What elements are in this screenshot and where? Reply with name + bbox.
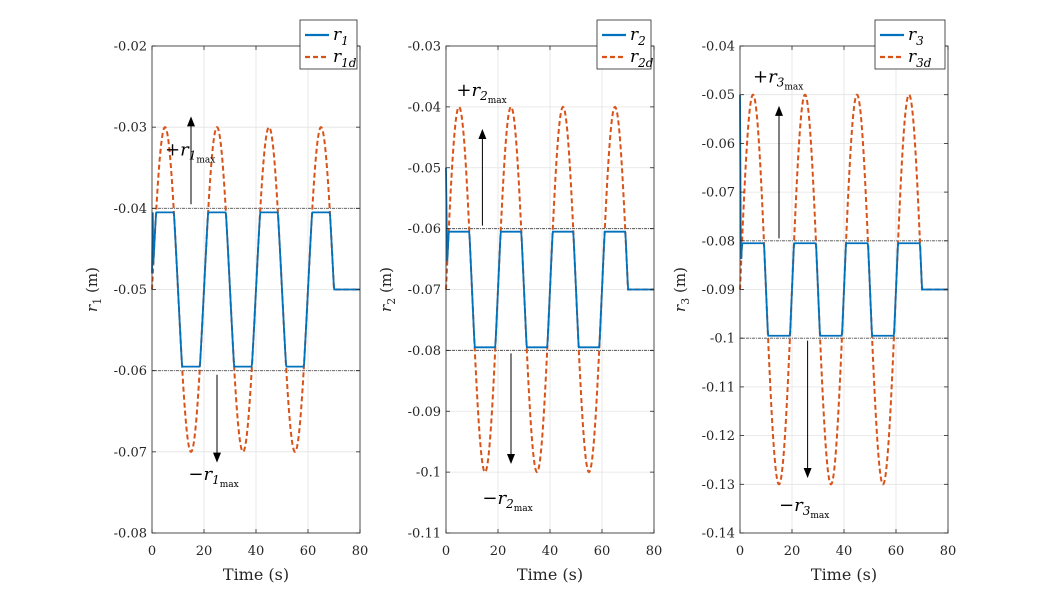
x-tick-label: 0	[442, 544, 450, 559]
series-r3-line	[739, 94, 948, 337]
x-tick-label: 60	[300, 544, 317, 559]
series-r2-line	[445, 167, 654, 349]
y-tick-label: -0.03	[408, 40, 441, 55]
y-tick-label: -0.06	[408, 222, 441, 237]
y-axis-label: r1 (m)	[83, 267, 104, 312]
subplot-3: 0 20 40 60 80 -0.14 -0.13 -0.12 -0.11 -0.1 -0.09 -0…	[671, 19, 957, 584]
x-tick-label: 20	[196, 544, 213, 559]
y-tick-label: -0.12	[702, 429, 735, 444]
x-axis-label: Time (s)	[223, 565, 289, 584]
y-tick-label: -0.03	[114, 121, 147, 136]
x-tick-label: 40	[836, 544, 853, 559]
x-tick-label: 40	[248, 544, 265, 559]
y-tick-label: -0.14	[702, 527, 735, 542]
y-tick-label: -0.07	[702, 186, 735, 201]
y-tick-label: -0.13	[702, 478, 735, 493]
subplot-1: 0 20 40 60 80 -0.08 -0.07 -0.06 -0.05 -0.04 -0.03 -…	[83, 19, 369, 584]
annotation-label: +r1max	[165, 140, 215, 166]
y-axis-label: r3 (m)	[671, 267, 692, 312]
y-tick-label: -0.06	[702, 137, 735, 152]
x-axis-label: Time (s)	[811, 565, 877, 584]
legend-label-r3: r3	[908, 25, 924, 48]
annotation-label: +r3max	[753, 67, 803, 93]
y-tick-label: -0.07	[114, 445, 147, 460]
y-tick-label: -0.05	[702, 88, 735, 103]
annotation-label: −r1max	[188, 464, 238, 490]
legend-label-r1d: r1d	[333, 47, 357, 70]
y-tick-label: -0.04	[114, 202, 147, 217]
legend-label-r2d: r2d	[630, 47, 654, 70]
x-tick-label: 80	[940, 544, 957, 559]
subplot-2: 0 20 40 60 80 -0.11 -0.1 -0.09 -0.08 -0.07 -0.06 -0…	[377, 19, 663, 584]
legend-label-r2: r2	[630, 25, 646, 48]
x-tick-label: 60	[594, 544, 611, 559]
annotation-label: −r3max	[779, 495, 829, 521]
legend-box	[596, 19, 652, 70]
y-tick-label: -0.08	[408, 344, 441, 359]
y-tick-label: -0.09	[408, 405, 441, 420]
y-tick-label: -0.08	[114, 527, 147, 542]
legend-box	[299, 19, 358, 70]
legend-box	[874, 19, 946, 70]
y-tick-label: -0.09	[702, 283, 735, 298]
x-tick-label: 0	[148, 544, 156, 559]
y-axis-label: r2 (m)	[377, 267, 398, 312]
y-tick-label: -0.11	[702, 380, 735, 395]
x-tick-label: 20	[784, 544, 801, 559]
x-tick-label: 80	[352, 544, 369, 559]
legend-label-r3d: r3d	[908, 47, 932, 70]
y-tick-label: -0.04	[702, 40, 735, 55]
x-tick-label: 80	[646, 544, 663, 559]
x-tick-label: 20	[490, 544, 507, 559]
y-tick-label: -0.1	[710, 332, 735, 347]
annotation-label: +r2max	[456, 80, 506, 106]
x-tick-label: 60	[888, 544, 905, 559]
y-tick-label: -0.08	[702, 234, 735, 249]
y-tick-label: -0.07	[408, 283, 441, 298]
legend-label-r1: r1	[333, 25, 349, 48]
y-tick-label: -0.04	[408, 100, 441, 115]
x-tick-label: 40	[542, 544, 559, 559]
y-tick-label: -0.06	[114, 364, 147, 379]
y-tick-label: -0.11	[408, 527, 441, 542]
x-tick-label: 0	[736, 544, 744, 559]
y-tick-label: -0.02	[114, 40, 147, 55]
series-r1-line	[151, 211, 360, 368]
x-axis-label: Time (s)	[517, 565, 583, 584]
annotation-label: −r2max	[482, 488, 532, 514]
y-tick-label: -0.05	[408, 161, 441, 176]
y-tick-label: -0.05	[114, 283, 147, 298]
series-r3d-line	[739, 93, 948, 486]
y-tick-label: -0.1	[416, 466, 441, 481]
